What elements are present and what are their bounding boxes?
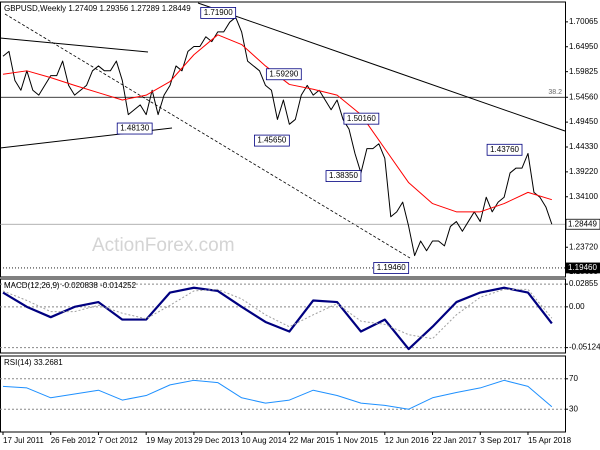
y-tick-label: -0.05124: [569, 343, 600, 352]
panel-frame: [0, 278, 566, 354]
wedge-upper: [0, 37, 149, 53]
price-tag: [565, 262, 600, 274]
y-tick-label: 30: [569, 404, 578, 413]
x-tick-label: 17 Jul 2011: [3, 436, 44, 445]
annotation-box: [343, 112, 380, 125]
x-tick-label: 26 Feb 2012: [51, 436, 96, 445]
fib-label: 38.2: [548, 89, 562, 96]
series-line: [2, 286, 553, 351]
x-tick-label: 3 Sep 2017: [480, 436, 521, 445]
annotation-box: [254, 134, 290, 147]
panel-frame: [0, 355, 566, 433]
annotation-label: 1.38350: [329, 171, 358, 180]
series-line: [2, 379, 553, 410]
y-tick-label: 0.00: [569, 302, 585, 311]
x-tick-label: 15 Apr 2018: [528, 436, 572, 445]
y-tick-label: 1.49450: [569, 117, 598, 126]
annotation-label: 1.71900: [204, 8, 233, 17]
annotation-box: [325, 170, 362, 182]
y-tick-label: 1.54560: [569, 92, 598, 101]
y-tick-label: 1.64950: [569, 42, 598, 51]
series-line: [2, 288, 553, 340]
y-tick-label: 1.59825: [569, 67, 598, 76]
annotation-box: [486, 143, 523, 156]
x-tick-label: 7 Oct 2012: [98, 436, 138, 445]
x-tick-label: 22 Mar 2015: [289, 436, 334, 445]
long-trendline: [197, 2, 566, 132]
annotation-label: 1.50160: [347, 114, 376, 123]
x-tick-label: 10 Aug 2014: [242, 436, 287, 445]
price-tag: [565, 218, 600, 230]
annotation-label: 1.48130: [120, 124, 149, 133]
x-tick-label: 12 Jun 2016: [385, 436, 430, 445]
annotation-box: [373, 262, 410, 274]
x-tick-label: 19 May 2013: [146, 436, 193, 445]
y-tick-label: 1.34100: [569, 192, 598, 201]
price-tag-label: 1.19460: [568, 263, 597, 272]
annotation-box: [116, 122, 153, 135]
y-tick-label: 1.23720: [569, 242, 598, 251]
dashed-trendline: [4, 13, 411, 259]
x-tick-label: 22 Jan 2017: [433, 436, 478, 445]
panel-title: GBPUSD,Weekly 1.27409 1.29356 1.27289 1.…: [4, 4, 191, 13]
y-tick-label: 1.70065: [569, 17, 598, 26]
annotation-label: 1.43760: [490, 145, 519, 154]
y-tick-label: 0.02855: [569, 279, 598, 288]
annotation-label: 1.19460: [377, 263, 406, 272]
watermark: ActionForex.com: [92, 235, 235, 256]
panel-title: RSI(14) 33.2681: [4, 358, 63, 367]
panel-frame: [0, 1, 566, 278]
annotation-label: 1.59290: [269, 69, 298, 78]
panel-title: MACD(12,26,9) -0.020838 -0.014252: [4, 281, 137, 290]
annotation-box: [200, 7, 237, 19]
series-line: [2, 16, 553, 257]
x-tick-label: 29 Dec 2013: [194, 436, 240, 445]
y-tick-label: 70: [569, 374, 578, 383]
x-tick-label: 1 Nov 2015: [337, 436, 378, 445]
y-tick-label: 1.39220: [569, 167, 598, 176]
annotation-box: [265, 68, 302, 81]
price-tag-label: 1.28449: [568, 219, 597, 228]
y-tick-label: 1.44330: [569, 142, 598, 151]
annotation-label: 1.45650: [257, 136, 286, 145]
